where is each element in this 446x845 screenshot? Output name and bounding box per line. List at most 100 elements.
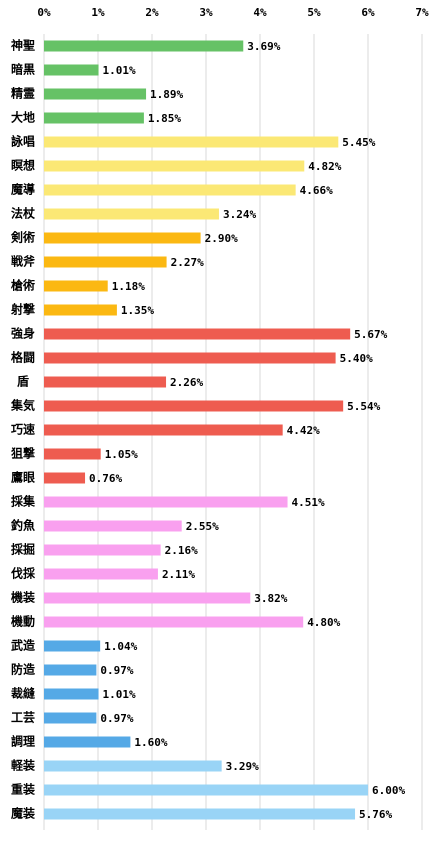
y-tick-label: 集気 [10, 398, 35, 413]
bar [44, 88, 147, 100]
value-label: 2.27% [171, 256, 204, 269]
bar [44, 544, 161, 556]
value-label: 1.04% [104, 640, 137, 653]
value-label: 0.97% [100, 712, 133, 725]
value-label: 1.35% [121, 304, 154, 317]
bar [44, 712, 97, 724]
y-tick-label: 詠唱 [11, 134, 35, 149]
y-tick-label: 伐採 [11, 566, 36, 581]
bar [44, 592, 251, 604]
value-label: 2.55% [186, 520, 219, 533]
bar [44, 664, 97, 676]
bar [44, 256, 167, 268]
value-label: 3.29% [226, 760, 259, 773]
bar [44, 496, 288, 508]
y-tick-label: 戦斧 [11, 254, 36, 269]
y-tick-label: 魔装 [11, 806, 35, 821]
bar [44, 376, 167, 388]
x-tick-label: 3% [199, 6, 213, 19]
bar [44, 688, 99, 700]
bar [44, 208, 219, 220]
value-label: 3.69% [247, 40, 280, 53]
y-tick-label: 機動 [11, 614, 35, 629]
value-label: 0.76% [89, 472, 122, 485]
y-tick-label: 射撃 [10, 302, 35, 317]
bar [44, 616, 304, 628]
x-tick-label: 0% [37, 6, 51, 19]
x-tick-label: 2% [145, 6, 159, 19]
value-label: 4.51% [292, 496, 325, 509]
value-label: 1.18% [112, 280, 145, 293]
value-label: 2.26% [170, 376, 203, 389]
y-tick-label: 重装 [11, 782, 35, 797]
bar [44, 304, 117, 316]
y-tick-label: 釣魚 [11, 518, 35, 533]
y-tick-label: 防造 [11, 662, 36, 677]
bar [44, 400, 344, 412]
y-tick-label: 狙撃 [11, 446, 35, 461]
value-label: 1.85% [148, 112, 181, 125]
bar [44, 184, 296, 196]
x-tick-label: 7% [415, 6, 429, 19]
value-label: 4.82% [308, 160, 341, 173]
value-label: 2.11% [162, 568, 195, 581]
bar [44, 784, 368, 796]
y-tick-label: 法杖 [11, 206, 36, 221]
y-tick-label: 工芸 [11, 710, 35, 725]
bar [44, 160, 305, 172]
y-tick-label: 採掘 [11, 542, 35, 557]
bar [44, 64, 99, 76]
bar [44, 808, 356, 820]
value-label: 1.01% [103, 64, 136, 77]
value-label: 1.05% [105, 448, 138, 461]
y-tick-label: 武造 [11, 638, 36, 653]
bar [44, 448, 101, 460]
value-label: 2.90% [205, 232, 238, 245]
bar [44, 280, 108, 292]
y-tick-label: 軽装 [11, 758, 35, 773]
value-label: 2.16% [165, 544, 198, 557]
y-tick-label: 巧速 [11, 422, 35, 437]
bar [44, 472, 86, 484]
y-tick-label: 槍術 [11, 278, 35, 293]
value-label: 1.01% [103, 688, 136, 701]
y-tick-label: 格闘 [11, 350, 35, 365]
y-tick-label: 機装 [11, 590, 35, 605]
value-label: 3.82% [254, 592, 287, 605]
y-tick-label: 鷹眼 [11, 470, 35, 485]
value-label: 5.67% [354, 328, 387, 341]
y-tick-label: 調理 [11, 734, 35, 749]
value-label: 4.80% [307, 616, 340, 629]
value-label: 0.97% [100, 664, 133, 677]
x-tick-label: 4% [253, 6, 267, 19]
bar [44, 568, 158, 580]
value-label: 4.42% [287, 424, 320, 437]
y-tick-label: 採集 [11, 494, 36, 509]
y-tick-label: 瞑想 [11, 158, 35, 173]
x-tick-label: 5% [307, 6, 321, 19]
value-label: 5.54% [347, 400, 380, 413]
bar [44, 232, 201, 244]
y-tick-label: 大地 [11, 110, 35, 125]
y-tick-label: 剣術 [10, 230, 35, 245]
bar [44, 328, 351, 340]
bar [44, 352, 336, 364]
y-tick-label: 精霊 [11, 86, 35, 101]
bar [44, 520, 182, 532]
value-label: 5.40% [340, 352, 373, 365]
x-tick-label: 6% [361, 6, 375, 19]
bar [44, 736, 131, 748]
value-label: 5.76% [359, 808, 392, 821]
value-label: 3.24% [223, 208, 256, 221]
bar [44, 112, 144, 124]
value-label: 1.60% [134, 736, 167, 749]
bar [44, 136, 339, 148]
value-label: 6.00% [372, 784, 405, 797]
y-tick-label: 盾 [17, 374, 29, 389]
y-tick-label: 暗黒 [11, 62, 35, 77]
y-tick-label: 魔導 [11, 182, 35, 197]
y-tick-label: 裁縫 [11, 686, 36, 701]
bar [44, 640, 101, 652]
bar [44, 40, 244, 52]
